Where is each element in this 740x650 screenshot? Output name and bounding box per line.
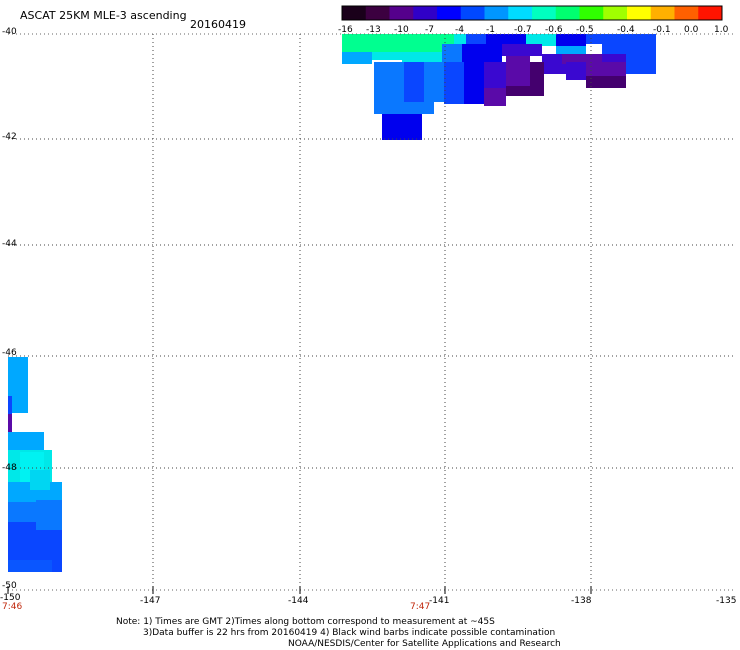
colorbar-label-4: -4 [455, 25, 464, 35]
data-cell [562, 54, 602, 64]
lon-label-144: -144 [288, 596, 309, 606]
colorbar [341, 5, 723, 21]
colorbar-swatch [579, 6, 604, 20]
data-cell [556, 34, 586, 46]
data-cell [36, 500, 62, 530]
colorbar-label-1: -13 [366, 25, 381, 35]
data-cell [542, 54, 562, 64]
data-cell [8, 560, 52, 572]
graticule [7, 33, 736, 594]
data-cell [30, 470, 50, 490]
data-cell [8, 432, 44, 450]
data-cells [8, 34, 656, 572]
colorbar-frame [341, 5, 723, 21]
colorbar-swatch [698, 6, 723, 20]
colorbar-label-12: 1.0 [714, 25, 729, 35]
data-cell [586, 62, 626, 80]
data-cell [402, 52, 442, 62]
data-cell [526, 34, 556, 46]
colorbar-swatch [413, 6, 438, 20]
pass-time-center: 7:47 [410, 602, 431, 612]
lat-label-44: -44 [2, 239, 17, 249]
data-cell [556, 46, 586, 54]
data-cell [354, 34, 454, 52]
colorbar-swatch [389, 6, 414, 20]
colorbar-swatch [484, 6, 509, 20]
data-cell [466, 34, 486, 44]
data-cell [464, 62, 484, 104]
colorbar-swatch [460, 6, 485, 20]
lon-label-135: -135 [716, 596, 737, 606]
map-title: ASCAT 25KM MLE-3 ascending [20, 9, 187, 22]
data-cell [342, 52, 372, 64]
colorbar-label-5: -1 [486, 25, 495, 35]
colorbar-swatch [603, 6, 628, 20]
data-cell [462, 44, 502, 64]
colorbar-swatch [627, 6, 652, 20]
data-cell [506, 86, 530, 96]
data-cell [586, 34, 656, 44]
data-cell [530, 62, 544, 96]
data-cell [8, 357, 28, 413]
data-cell [444, 62, 464, 104]
colorbar-label-3: -7 [425, 25, 434, 35]
colorbar-swatch [650, 6, 675, 20]
colorbar-label-2: -10 [394, 25, 409, 35]
lon-label-150: -150 [0, 593, 21, 603]
lon-label-147: -147 [140, 596, 161, 606]
footer-note-1: Note: 1) Times are GMT 2)Times along bot… [116, 617, 495, 627]
colorbar-label-10: -0.1 [653, 25, 671, 35]
data-cell [8, 396, 12, 414]
data-cell [586, 76, 626, 88]
lat-label-48: -48 [2, 463, 17, 473]
colorbar-label-9: -0.4 [617, 25, 635, 35]
colorbar-swatch [532, 6, 557, 20]
colorbar-swatch [674, 6, 699, 20]
data-cell [424, 62, 444, 102]
colorbar-label-11: 0.0 [684, 25, 699, 35]
data-cell [8, 414, 12, 432]
pass-time-left: 7:46 [2, 602, 23, 612]
lon-label-138: -138 [571, 596, 592, 606]
lat-label-46: -46 [2, 348, 17, 358]
data-cell [372, 52, 402, 60]
data-cell [542, 64, 566, 74]
data-cell [484, 62, 506, 88]
lon-label-141: -141 [429, 596, 450, 606]
colorbar-swatch [342, 6, 367, 20]
lat-label-50: -50 [2, 581, 17, 591]
colorbar-swatch [365, 6, 390, 20]
data-cell [486, 34, 526, 44]
colorbar-label-6: -0.7 [514, 25, 532, 35]
colorbar-label-7: -0.6 [545, 25, 563, 35]
colorbar-label-8: -0.5 [576, 25, 594, 35]
lat-label-40: -40 [2, 27, 17, 37]
footer-note-3: NOAA/NESDIS/Center for Satellite Applica… [288, 639, 561, 649]
data-cell [502, 44, 542, 56]
lat-label-42: -42 [2, 132, 17, 142]
data-cell [566, 62, 586, 80]
colorbar-label-0: -16 [338, 25, 353, 35]
data-cell [404, 62, 424, 112]
data-cell [374, 102, 434, 114]
colorbar-swatch [437, 6, 462, 20]
map-date: 20160419 [190, 18, 246, 31]
data-cell [484, 88, 506, 106]
colorbar-swatch [508, 6, 533, 20]
footer-note-2: 3)Data buffer is 22 hrs from 20160419 4)… [143, 628, 556, 638]
data-cell [382, 112, 422, 140]
data-cell [442, 44, 462, 64]
colorbar-swatch [555, 6, 580, 20]
